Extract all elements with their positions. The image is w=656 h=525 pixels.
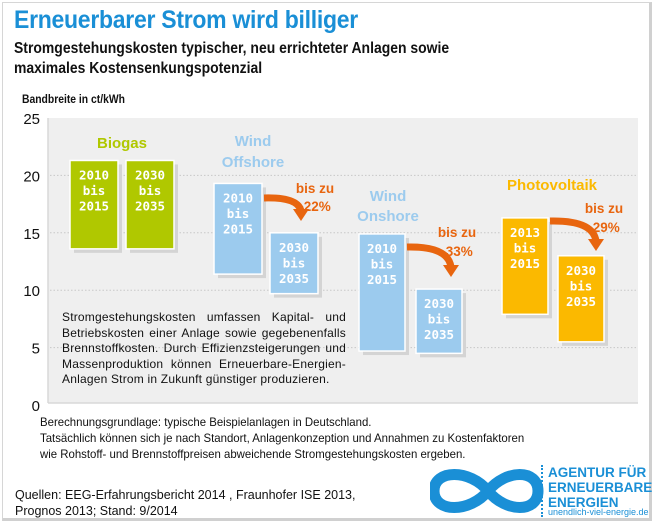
basis-line-3: wie Rohstoff- und Brennstoffpreisen abwe… bbox=[40, 447, 466, 461]
reduction-label: bis zu bbox=[296, 181, 334, 196]
bar-period-label: 2030 bbox=[279, 240, 309, 255]
arrowhead-icon bbox=[293, 209, 309, 221]
bar-period-label: bis bbox=[371, 256, 394, 271]
subtitle: Stromgestehungskosten typischer, neu err… bbox=[14, 39, 449, 79]
logo-wordmark: AGENTUR FÜR ERNEUERBARE ENERGIEN bbox=[548, 465, 652, 510]
range-bar bbox=[358, 233, 406, 352]
range-bar bbox=[125, 159, 175, 250]
y-tick-label: 5 bbox=[32, 341, 40, 358]
bar-period-label: bis bbox=[139, 183, 162, 198]
subtitle-line-2: maximales Kostensenkungspotenzial bbox=[14, 60, 263, 77]
y-tick-label: 10 bbox=[23, 283, 40, 300]
reduction-arrow-icon bbox=[263, 194, 305, 213]
range-bar bbox=[269, 232, 319, 295]
calculation-basis: Berechnungsgrundlage: typische Beispiela… bbox=[40, 414, 524, 462]
sources-line-2: Prognos 2013; Stand: 9/2014 bbox=[15, 504, 178, 518]
range-bar bbox=[557, 255, 605, 343]
reduction-arrow-icon bbox=[406, 243, 455, 268]
logo-separator bbox=[541, 465, 543, 517]
bar-period-label: 2035 bbox=[566, 294, 596, 309]
bar-period-label: 2015 bbox=[367, 272, 397, 287]
bar-period-label: 2010 bbox=[367, 241, 397, 256]
category-label: Wind bbox=[370, 188, 407, 205]
bar-period-label: 2035 bbox=[279, 271, 309, 286]
reduction-label: bis zu bbox=[585, 201, 623, 216]
explanatory-note: Stromgestehungskosten umfassen Kapital- … bbox=[62, 310, 346, 386]
bar-period-label: bis bbox=[428, 312, 451, 327]
reduction-label: bis zu bbox=[438, 225, 476, 240]
bar-period-label: bis bbox=[83, 183, 106, 198]
bar-period-label: 2030 bbox=[424, 296, 454, 311]
bar-period-label: 2013 bbox=[510, 225, 540, 240]
basis-line-1: Berechnungsgrundlage: typische Beispiela… bbox=[40, 415, 372, 429]
reduction-value: -29% bbox=[588, 220, 620, 235]
basis-line-2: Tatsächlich können sich je nach Standort… bbox=[40, 431, 525, 445]
logo-url: unendlich-viel-energie.de bbox=[548, 507, 649, 517]
bar-period-label: bis bbox=[514, 240, 537, 255]
range-bar bbox=[501, 217, 549, 316]
range-bar bbox=[415, 288, 463, 355]
infinity-logo-icon bbox=[430, 469, 544, 513]
bar-period-label: bis bbox=[227, 206, 250, 221]
y-tick-label: 20 bbox=[23, 168, 40, 185]
y-axis-unit-label: Bandbreite in ct/kWh bbox=[22, 94, 125, 106]
y-tick-label: 25 bbox=[23, 111, 40, 128]
bar-period-label: 2015 bbox=[79, 198, 109, 213]
arrowhead-icon bbox=[588, 239, 604, 251]
sources-line-1: Quellen: EEG-Erfahrungsbericht 2014 , Fr… bbox=[15, 488, 356, 502]
logo-line-2: ERNEUERBARE bbox=[548, 480, 653, 495]
bar-period-label: 2015 bbox=[223, 221, 253, 236]
category-label: Offshore bbox=[222, 154, 285, 171]
bar-period-label: 2010 bbox=[223, 190, 253, 205]
bar-period-label: bis bbox=[283, 255, 306, 270]
infographic-frame bbox=[2, 2, 652, 521]
range-bar bbox=[69, 159, 119, 250]
page-title: Erneuerbarer Strom wird billiger bbox=[14, 6, 358, 34]
category-label: Wind bbox=[235, 133, 272, 150]
logo-line-3: ENERGIEN bbox=[548, 495, 619, 510]
bar-period-label: 2015 bbox=[510, 256, 540, 271]
logo-line-1: AGENTUR FÜR bbox=[548, 465, 647, 480]
bar-period-label: 2030 bbox=[135, 167, 165, 182]
bar-period-label: bis bbox=[570, 278, 593, 293]
subtitle-line-1: Stromgestehungskosten typischer, neu err… bbox=[14, 40, 450, 57]
bar-period-label: 2035 bbox=[135, 198, 165, 213]
bar-period-label: 2010 bbox=[79, 167, 109, 182]
reduction-arrow-icon bbox=[549, 217, 600, 242]
category-label: Onshore bbox=[357, 208, 419, 225]
arrowhead-icon bbox=[443, 265, 459, 277]
y-tick-label: 15 bbox=[23, 226, 40, 243]
bar-period-label: 2030 bbox=[566, 263, 596, 278]
bar-period-label: 2035 bbox=[424, 327, 454, 342]
category-label: Photovoltaik bbox=[507, 177, 598, 194]
sources: Quellen: EEG-Erfahrungsbericht 2014 , Fr… bbox=[15, 487, 355, 519]
category-label: Biogas bbox=[97, 135, 147, 152]
y-tick-label: 0 bbox=[32, 398, 40, 415]
range-bar bbox=[213, 182, 263, 275]
